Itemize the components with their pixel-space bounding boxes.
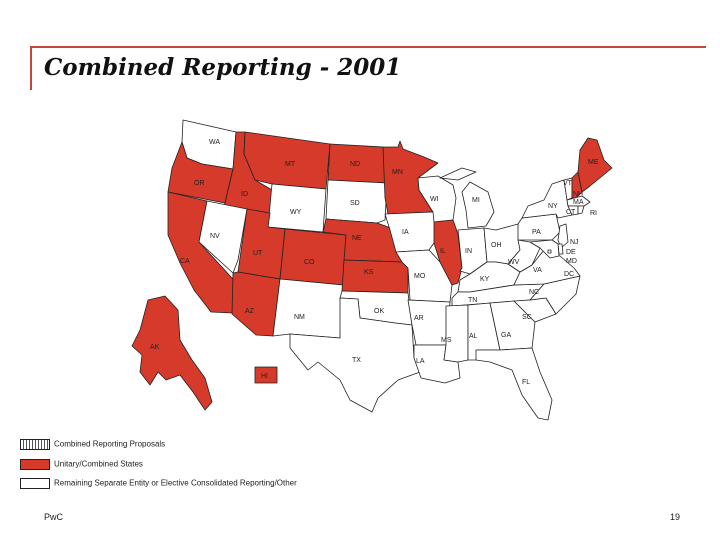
label-wi: WI [430,196,439,203]
state-ak [131,295,213,411]
label-ri: RI [590,210,597,217]
state-mn [382,140,439,215]
legend-label-proposal: Combined Reporting Proposals [54,439,166,449]
label-sd: SD [350,200,360,207]
label-in: IN [465,248,472,255]
label-la: LA [416,358,425,365]
legend-swatch-combined [20,459,50,470]
legend-combined: Unitary/Combined States [20,459,143,470]
legend-swatch-separate [20,478,50,489]
state-nm [272,278,344,339]
label-ks: KS [364,269,374,276]
title-rule [30,46,706,48]
label-me: ME [588,159,599,166]
label-ca: CA [180,258,190,265]
label-mt: MT [285,161,296,168]
state-ms [443,304,469,363]
label-fl: FL [522,379,530,386]
state-md [529,239,560,259]
page-title: Combined Reporting - 2001 [44,54,402,81]
title-rule-vertical [30,46,32,90]
label-ma: MA [573,199,584,206]
label-ne: NE [352,235,362,242]
label-id: ID [241,191,248,198]
label-ny: NY [548,203,558,210]
label-nh: NH [573,191,583,198]
label-nv: NV [210,233,220,240]
state-nv [198,200,248,274]
legend-proposal: Combined Reporting Proposals [20,439,165,450]
label-il: IL [440,248,446,255]
label-wa: WA [209,139,220,146]
label-nd: ND [350,161,360,168]
label-tn: TN [468,297,477,304]
label-mi: MI [472,197,480,204]
label-ak: AK [150,344,160,351]
label-co: CO [304,259,315,266]
label-nm: NM [294,314,305,321]
state-az [231,271,281,337]
state-me [577,137,613,193]
state-ks [341,259,409,294]
page-number: 19 [669,512,680,522]
state-nh [571,171,583,199]
label-vt: VT [563,180,573,187]
label-oh: OH [491,242,502,249]
label-al: AL [469,333,478,340]
label-pa: PA [532,229,541,236]
state-mi [439,167,495,229]
label-or: OR [194,180,205,187]
legend-separate: Remaining Separate Entity or Elective Co… [20,478,297,489]
label-sc: SC [522,314,532,321]
label-ms: MS [441,337,452,344]
state-ma [566,195,591,207]
label-ga: GA [501,332,511,339]
legend-swatch-proposal [20,439,50,450]
label-ar: AR [414,315,424,322]
label-az: AZ [245,308,255,315]
state-sd [325,179,388,224]
label-wv: WV [508,259,520,266]
label-ky: KY [480,276,490,283]
label-de: DE [566,249,576,256]
footer-brand: PwC [44,512,64,522]
state-fl [475,347,553,421]
state-ga [489,300,536,351]
label-nj: NJ [570,239,579,246]
legend-label-separate: Remaining Separate Entity or Elective Co… [54,478,297,488]
state-wy [267,183,327,233]
state-dc [547,249,552,254]
label-dc: DC [564,271,574,278]
state-hi [254,366,278,384]
state-labels: WA OR CA ID NV MT WY UT AZ CO NM ND SD N… [150,139,599,386]
label-mo: MO [414,273,426,280]
state-tx [289,297,421,413]
legend-label-combined: Unitary/Combined States [54,459,143,469]
label-ia: IA [402,229,409,236]
label-nc: NC [529,289,539,296]
label-ok: OK [374,308,384,315]
state-ri [577,205,585,215]
state-il [433,219,463,286]
label-md: MD [566,258,577,265]
label-hi: HI [261,373,268,380]
label-ut: UT [253,250,263,257]
label-ct: CT [566,209,576,216]
label-wy: WY [290,209,302,216]
label-mn: MN [392,169,403,176]
label-tx: TX [352,357,361,364]
state-nj [557,223,569,249]
state-co [279,228,347,286]
label-va: VA [533,267,542,274]
